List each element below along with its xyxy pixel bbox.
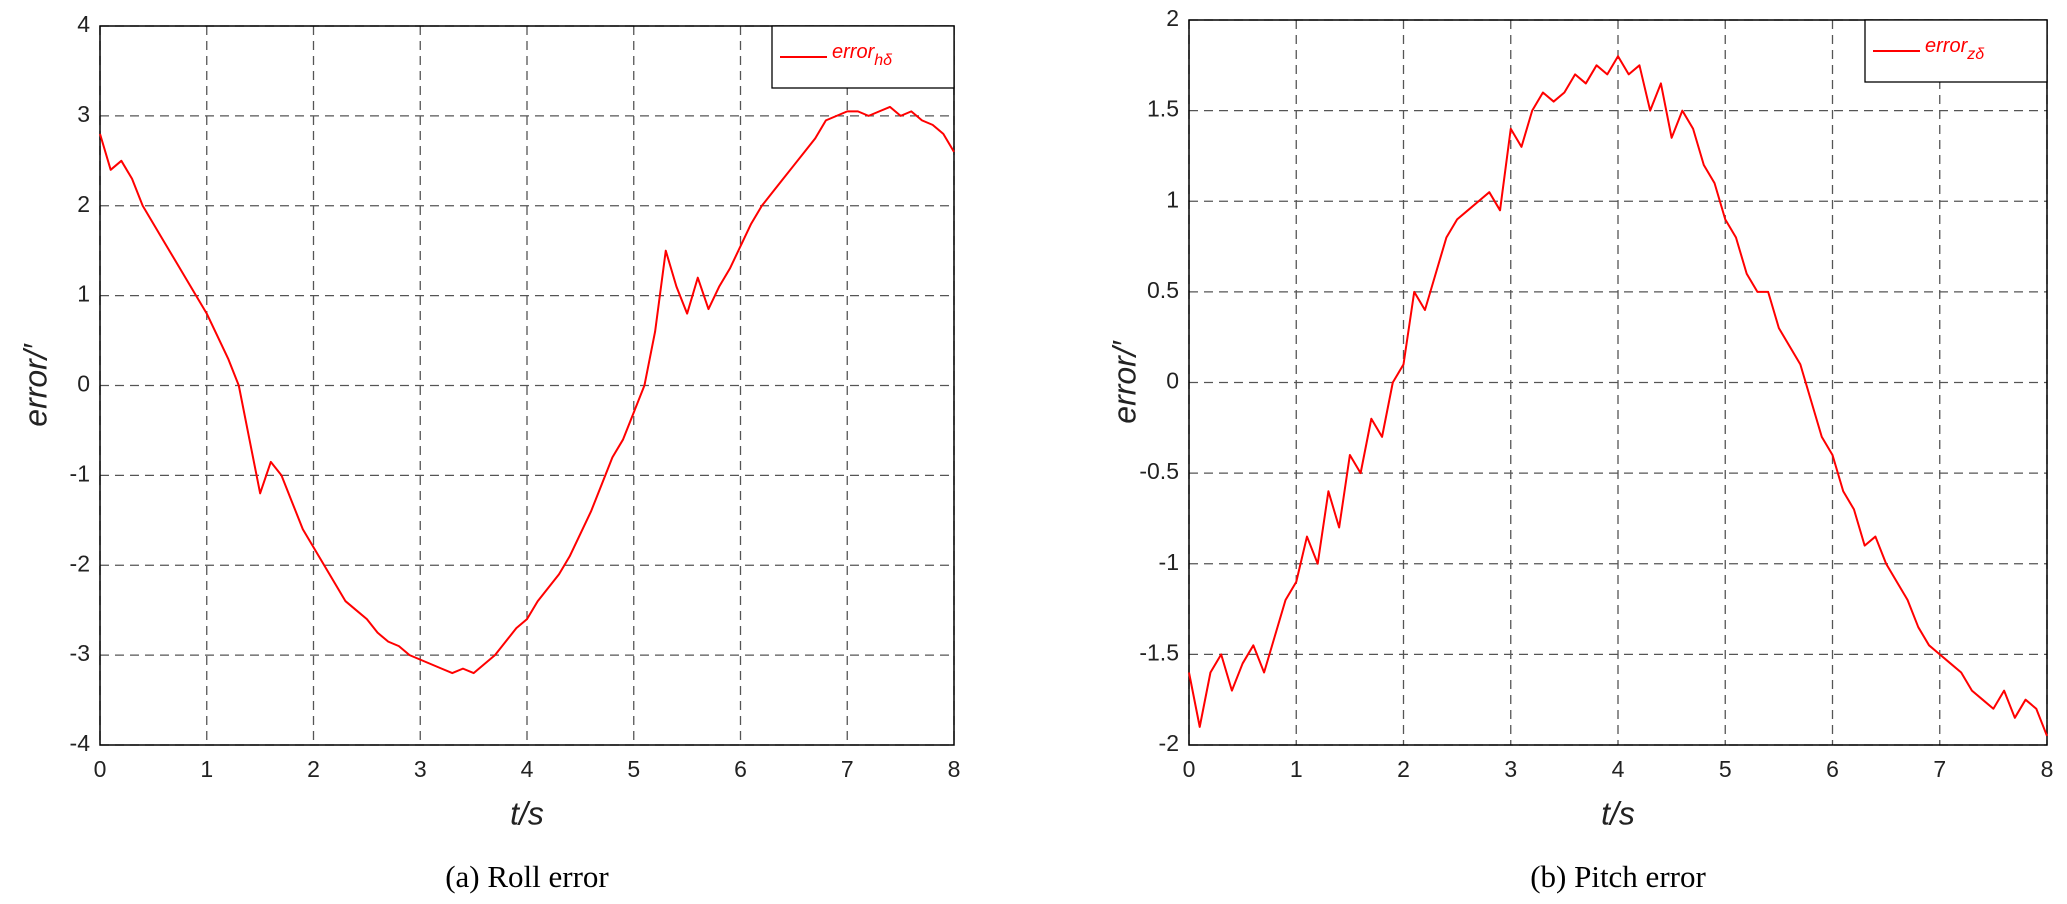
x-tick-label: 1	[1290, 756, 1303, 782]
y-tick-label: 1	[77, 281, 90, 307]
x-tick-label: 5	[627, 756, 640, 782]
y-tick-label: 0.5	[1147, 277, 1179, 303]
x-tick-label: 4	[521, 756, 534, 782]
x-tick-label: 7	[841, 756, 854, 782]
data-line	[1188, 55, 2048, 737]
x-tick-label: 1	[200, 756, 213, 782]
caption: (a) Roll error	[445, 859, 609, 894]
y-axis-label: error/′	[1106, 340, 1142, 423]
legend-label: errorhδ	[832, 41, 893, 69]
x-tick-label: 2	[307, 756, 320, 782]
x-tick-label: 6	[1826, 756, 1839, 782]
y-tick-label: 4	[77, 11, 90, 37]
x-tick-label: 7	[1933, 756, 1946, 782]
y-tick-label: 2	[1166, 5, 1179, 31]
y-tick-label: -3	[70, 640, 90, 666]
x-tick-label: 4	[1612, 756, 1625, 782]
legend-label: errorzδ	[1925, 35, 1985, 63]
subplot: 0 1 2 3 4 5 6 7 8 -2 -1.5 -1 -0.5 0 0.5 1 1.5 2 errorzδ t/s…	[1106, 5, 2053, 894]
data-line	[99, 105, 955, 675]
y-tick-label: 0	[77, 371, 90, 397]
caption: (b) Pitch error	[1530, 859, 1706, 894]
x-tick-label: 0	[1183, 756, 1196, 782]
x-axis-label: t/s	[1601, 795, 1635, 831]
x-tick-label: 2	[1397, 756, 1410, 782]
y-tick-label: -1	[70, 460, 90, 486]
y-tick-label: -1.5	[1139, 639, 1179, 665]
y-tick-label: -0.5	[1139, 458, 1179, 484]
y-tick-label: -2	[1159, 730, 1179, 756]
x-tick-label: 0	[94, 756, 107, 782]
y-axis-label: error/′	[17, 343, 53, 426]
plot-frame	[99, 25, 955, 746]
y-tick-label: -2	[70, 550, 90, 576]
x-tick-label: 6	[734, 756, 747, 782]
subplot: 0 1 2 3 4 5 6 7 8 -4 -3 -2 -1 0 1 2 3 4 errorhδ t/s error/′ (…	[17, 11, 960, 894]
y-tick-label: 1.5	[1147, 96, 1179, 122]
x-tick-label: 5	[1719, 756, 1732, 782]
x-axis-label: t/s	[510, 795, 544, 831]
plot-frame	[1188, 19, 2048, 746]
x-tick-label: 8	[948, 756, 961, 782]
y-tick-label: 2	[77, 191, 90, 217]
y-tick-label: 0	[1166, 368, 1179, 394]
x-tick-label: 8	[2041, 756, 2054, 782]
y-tick-label: 3	[77, 101, 90, 127]
y-tick-label: 1	[1166, 186, 1179, 212]
y-tick-label: -4	[70, 730, 91, 756]
x-tick-label: 3	[414, 756, 427, 782]
x-tick-label: 3	[1504, 756, 1517, 782]
y-tick-label: -1	[1159, 549, 1179, 575]
